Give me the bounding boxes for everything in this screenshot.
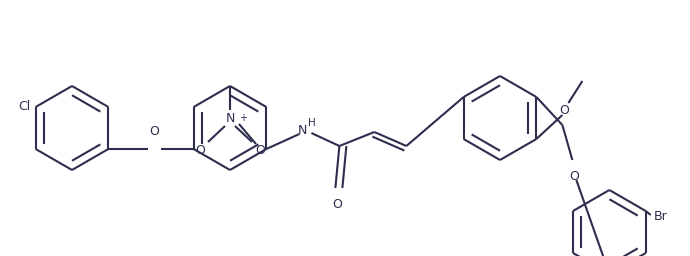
Text: N: N xyxy=(297,124,307,137)
Text: Br: Br xyxy=(653,210,667,223)
Text: Cl: Cl xyxy=(19,101,30,113)
Text: N: N xyxy=(226,112,235,124)
Text: +: + xyxy=(239,113,247,123)
Text: O: O xyxy=(255,144,265,156)
Text: O: O xyxy=(149,125,159,138)
Text: O: O xyxy=(569,170,580,183)
Text: H: H xyxy=(308,118,316,128)
Text: O: O xyxy=(560,104,569,118)
Text: ⁻: ⁻ xyxy=(184,145,191,158)
Text: O: O xyxy=(333,198,342,211)
Text: O: O xyxy=(195,144,205,156)
